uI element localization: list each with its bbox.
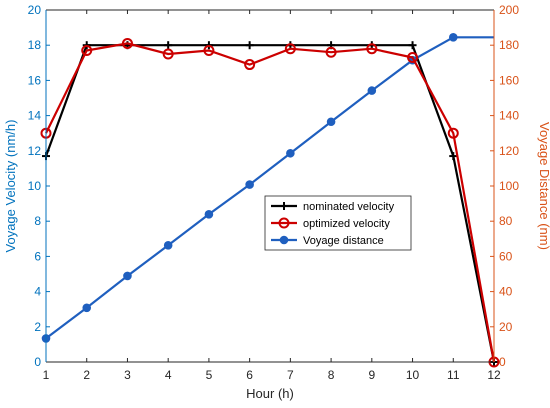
- point-marker-circle: [81, 44, 93, 56]
- x-tick-label: 12: [487, 368, 501, 382]
- series-line: [45, 36, 494, 340]
- series-layer: [40, 32, 500, 368]
- y-left-tick-label: 12: [28, 144, 42, 158]
- x-tick-label: 9: [368, 368, 375, 382]
- y-right-tick-label: 40: [499, 285, 513, 299]
- legend-item: optimized velocity: [271, 217, 390, 230]
- point-marker-dot: [286, 148, 295, 158]
- plot-background: [46, 10, 494, 362]
- x-tick-label: 2: [83, 368, 90, 382]
- point-marker-dot: [82, 303, 92, 313]
- plot-area: [46, 10, 494, 362]
- point-marker-plus: [449, 152, 458, 161]
- y-left-tick-label: 14: [28, 109, 42, 123]
- point-marker-circle: [203, 44, 215, 56]
- ticks: 1 2 3 4 5 6 7 8 9 10 11 120246810121416182002040608…: [28, 3, 520, 382]
- point-marker-circle: [366, 43, 378, 55]
- y-right-tick-label: 100: [499, 179, 519, 193]
- point-marker-plus: [408, 41, 417, 50]
- x-axis-title: Hour (h): [246, 386, 294, 401]
- y-right-tick-label: 0: [499, 355, 506, 369]
- y-left-tick-label: 10: [28, 179, 42, 193]
- point-marker-plus: [280, 202, 288, 210]
- x-tick-label: 7: [287, 368, 294, 382]
- x-tick-label: 4: [165, 368, 172, 382]
- point-marker-dot: [245, 180, 254, 189]
- x-tick-label: 10: [406, 368, 420, 382]
- legend-item: Voyage distance: [271, 235, 384, 247]
- y-right-tick-label: 160: [499, 73, 519, 87]
- y-right-tick-label: 60: [499, 249, 513, 263]
- y-right-tick-label: 180: [499, 38, 519, 52]
- point-marker-circle: [284, 43, 296, 55]
- point-marker-dot: [204, 210, 214, 219]
- y-left-tick-label: 18: [28, 38, 42, 52]
- x-tick-label: 6: [246, 368, 253, 382]
- y-axis-right-title: Voyage Distance (nm): [537, 122, 550, 250]
- legend-label: Voyage distance: [303, 235, 384, 247]
- y-right-tick-label: 20: [499, 320, 513, 334]
- point-marker-circle: [407, 52, 419, 64]
- point-marker-plus: [245, 41, 254, 50]
- point-marker-circle: [278, 217, 290, 229]
- y-right-tick-label: 120: [499, 144, 519, 158]
- point-marker-circle: [244, 59, 256, 71]
- point-marker-dot: [367, 86, 377, 95]
- point-marker-dot: [326, 117, 336, 127]
- point-marker-plus: [164, 41, 173, 50]
- point-marker-circle: [121, 37, 133, 49]
- x-tick-label: 3: [124, 368, 131, 382]
- point-marker-circle: [447, 127, 459, 139]
- y-right-tick-label: 140: [499, 109, 519, 123]
- series-line: [45, 42, 496, 363]
- legend-label: nominated velocity: [303, 201, 395, 213]
- point-marker-circle: [162, 48, 174, 60]
- legend: nominated velocity optimized velocity Voya…: [264, 195, 412, 251]
- y-left-tick-label: 8: [34, 214, 41, 228]
- y-right-tick-label: 200: [499, 3, 519, 17]
- legend-item: nominated velocity: [271, 201, 395, 213]
- y-left-tick-label: 0: [34, 355, 41, 369]
- point-marker-dot: [279, 235, 289, 245]
- y-left-tick-label: 2: [34, 320, 41, 334]
- y-left-tick-label: 16: [28, 73, 42, 87]
- y-right-tick-label: 80: [499, 214, 513, 228]
- axes: [45, 9, 495, 363]
- point-marker-dot: [123, 271, 132, 281]
- x-tick-label: 8: [328, 368, 335, 382]
- y-left-tick-label: 20: [28, 3, 42, 17]
- y-left-tick-label: 6: [34, 249, 41, 263]
- x-tick-label: 11: [447, 368, 460, 382]
- point-marker-dot: [163, 241, 173, 250]
- x-tick-label: 5: [206, 368, 213, 382]
- point-marker-circle: [325, 46, 337, 58]
- y-axis-left-title: Voyage Velocity (nm/h): [3, 120, 18, 253]
- point-marker-dot: [448, 32, 458, 42]
- legend-label: optimized velocity: [303, 218, 390, 230]
- y-left-tick-label: 4: [34, 285, 41, 299]
- x-tick-label: 1: [43, 368, 50, 382]
